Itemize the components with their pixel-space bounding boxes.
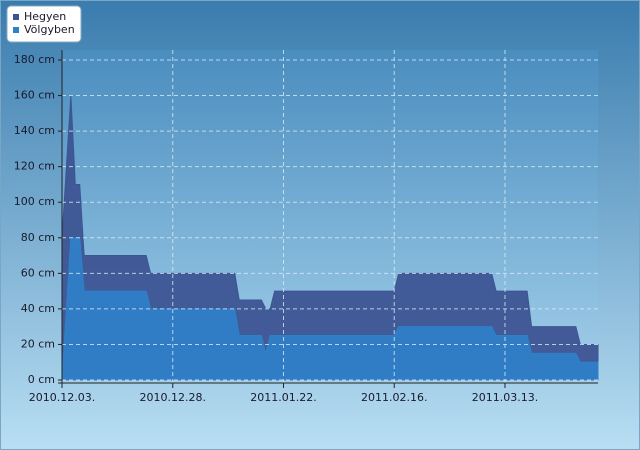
legend-box [6,5,82,43]
legend-label: Völgyben [24,23,75,36]
y-tick-label: 100 cm [14,195,55,208]
y-tick-label: 40 cm [21,302,55,315]
y-tick-label: 80 cm [21,231,55,244]
x-tick-label: 2010.12.28. [140,391,206,404]
legend-label: Hegyen [24,10,66,23]
y-tick-label: 180 cm [14,53,55,66]
x-tick-label: 2010.12.03. [29,391,95,404]
y-tick-label: 20 cm [21,337,55,350]
y-tick-label: 60 cm [21,266,55,279]
x-tick-label: 2011.01.22. [250,391,316,404]
legend-marker [13,14,19,20]
y-tick-label: 0 cm [28,373,55,386]
y-tick-label: 160 cm [14,89,55,102]
y-tick-label: 120 cm [14,160,55,173]
legend-marker [13,27,19,33]
x-tick-label: 2011.03.13. [472,391,538,404]
y-tick-label: 140 cm [14,124,55,137]
x-tick-label: 2011.02.16. [361,391,427,404]
